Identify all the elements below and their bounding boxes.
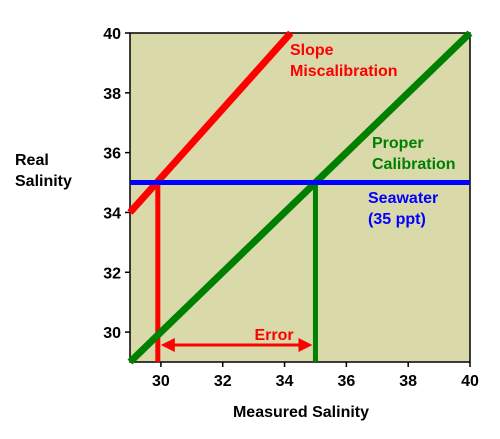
x-tick-label: 34 — [276, 373, 294, 390]
x-tick-label: 40 — [461, 373, 479, 390]
seawater-label-line-1: Seawater — [368, 190, 438, 207]
y-tick-label: 36 — [103, 146, 121, 163]
seawater-label-line-2: (35 ppt) — [368, 211, 426, 228]
y-tick-label: 34 — [103, 205, 121, 222]
y-tick-label: 30 — [103, 325, 121, 342]
y-axis-title-line-2: Salinity — [15, 173, 72, 190]
proper-calibration-label-line-2: Calibration — [372, 156, 456, 173]
x-tick-label: 30 — [152, 373, 170, 390]
error-label: Error — [254, 327, 293, 344]
slope-miscalibration-label-line-1: Slope — [290, 42, 334, 59]
y-tick-label: 40 — [103, 26, 121, 43]
proper-calibration-line — [127, 30, 473, 365]
x-tick-label: 32 — [214, 373, 232, 390]
x-tick-label: 38 — [399, 373, 417, 390]
chart-marks — [127, 30, 473, 365]
x-axis-ticks: 30 32 34 36 38 40 — [152, 362, 479, 390]
slope-miscalibration-label-line-2: Miscalibration — [290, 63, 398, 80]
y-axis-title-line-1: Real — [15, 152, 49, 169]
x-axis-title: Measured Salinity — [233, 404, 369, 421]
y-axis-ticks: 30 32 34 36 38 40 — [103, 26, 130, 342]
error-arrow-head-left — [160, 338, 175, 353]
y-tick-label: 38 — [103, 86, 121, 103]
y-tick-label: 32 — [103, 265, 121, 282]
x-tick-label: 36 — [337, 373, 355, 390]
error-arrow-head-right — [298, 338, 313, 353]
proper-calibration-label-line-1: Proper — [372, 135, 424, 152]
